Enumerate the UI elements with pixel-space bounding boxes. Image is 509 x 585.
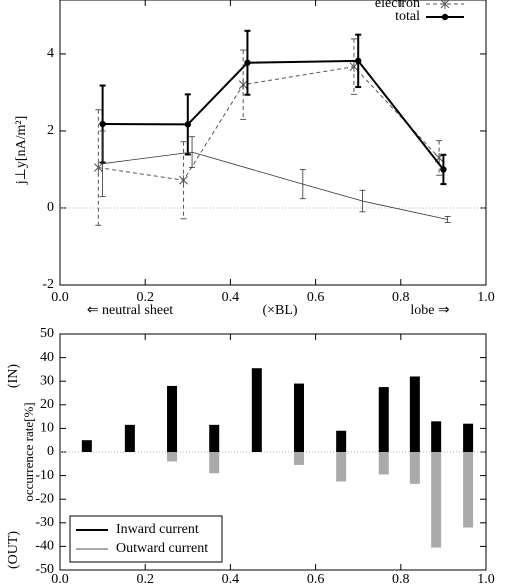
error-bar	[359, 189, 366, 213]
marker	[238, 79, 248, 90]
error-bar	[299, 169, 306, 200]
error-bar	[99, 130, 106, 197]
x-tick-label: 0.0	[51, 290, 69, 305]
legend-label: Outward current	[116, 541, 208, 556]
bar	[209, 452, 220, 474]
bar	[378, 452, 389, 475]
y-tick-label: -40	[35, 539, 54, 554]
legend-label: electron	[375, 0, 420, 11]
annotation: ⇐ neutral sheet	[87, 303, 173, 318]
y-axis-label: j⊥y[nA/m²]	[14, 116, 29, 186]
plot-frame	[59, 0, 487, 286]
error-bar	[240, 49, 247, 120]
x-tick-label: 0.4	[222, 290, 240, 305]
marker	[355, 57, 362, 65]
legend-box	[69, 515, 223, 563]
x-tick-label: 0.0	[51, 572, 69, 585]
bar	[378, 387, 389, 452]
marker	[184, 121, 191, 128]
annotation: lobe ⇒	[410, 303, 450, 318]
legend-label: total	[395, 9, 420, 24]
marker	[349, 61, 359, 72]
y-tick-label: -10	[35, 468, 54, 483]
error-bar	[444, 216, 451, 224]
y-tick-label: 0	[47, 200, 54, 215]
bar	[124, 424, 135, 452]
x-tick-label: 0.2	[136, 572, 154, 585]
bar	[409, 376, 420, 452]
bar	[463, 423, 474, 452]
marker	[93, 162, 103, 173]
bar	[293, 383, 304, 452]
legend-label: Inward current	[116, 522, 199, 537]
marker	[179, 175, 188, 186]
y-tick-label: -50	[35, 562, 54, 577]
y-tick-label: -2	[42, 277, 54, 292]
y-tick-label: 4	[47, 46, 54, 61]
marker	[441, 13, 449, 21]
series-line	[102, 151, 448, 220]
bar	[167, 452, 178, 462]
series-line	[102, 59, 445, 171]
marker	[440, 0, 450, 9]
y-tick-label: -20	[35, 491, 54, 506]
bar	[167, 385, 178, 452]
x-tick-label: 0.4	[222, 572, 240, 585]
x-tick-label: 1.0	[477, 572, 495, 585]
x-tick-label: 0.6	[307, 290, 325, 305]
marker	[99, 120, 106, 128]
y-axis-label-out: (OUT)	[6, 531, 21, 569]
x-tick-label: 1.0	[477, 290, 495, 305]
x-tick-label: 0.8	[392, 572, 410, 585]
error-bar	[350, 38, 357, 95]
bar	[409, 452, 420, 484]
x-tick-label: 0.8	[392, 290, 410, 305]
bar	[336, 430, 347, 452]
bar	[463, 452, 474, 528]
y-tick-label: 30	[40, 373, 54, 388]
bar	[81, 440, 92, 452]
bar	[336, 452, 347, 482]
y-tick-label: -30	[35, 515, 54, 530]
bar	[431, 421, 442, 452]
error-bar	[189, 136, 196, 168]
y-axis-label-in: (IN)	[6, 364, 21, 388]
bar	[209, 424, 220, 452]
bar	[251, 368, 262, 452]
y-tick-label: 2	[47, 123, 54, 138]
marker	[440, 166, 447, 173]
y-tick-label: 40	[40, 350, 54, 365]
bar	[431, 452, 442, 548]
x-tick-label: 0.6	[307, 572, 325, 585]
y-axis-label: occurrence rate[%]	[21, 402, 36, 501]
x-tick-label: 0.2	[136, 290, 154, 305]
y-tick-label: 10	[40, 421, 54, 436]
y-tick-label: 50	[40, 326, 54, 341]
bar	[293, 452, 304, 465]
marker	[244, 59, 251, 66]
y-tick-label: 0	[47, 444, 54, 459]
y-tick-label: 20	[40, 397, 54, 412]
annotation: (×BL)	[262, 303, 297, 318]
